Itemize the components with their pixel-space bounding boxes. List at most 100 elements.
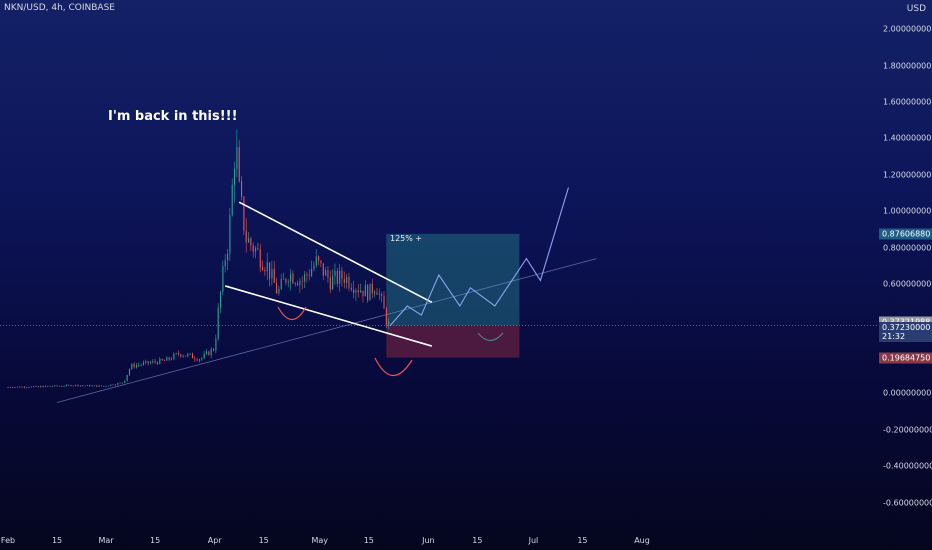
- candle-body: [238, 146, 240, 182]
- candle-body: [51, 386, 53, 388]
- candle-body: [128, 369, 131, 375]
- cup-arc-projection: [477, 332, 504, 341]
- candle-body: [19, 386, 21, 388]
- candle-body: [304, 274, 306, 282]
- candle-body: [205, 351, 208, 354]
- candle-body: [203, 353, 205, 358]
- candle-body: [70, 385, 72, 387]
- stop-price-tag: 0.19684750: [879, 352, 932, 364]
- x-tick-label: Apr: [207, 536, 222, 545]
- x-tick-label: May: [311, 536, 329, 545]
- candle-body: [301, 280, 303, 282]
- candle-body: [40, 386, 42, 388]
- y-tick-label: 1.00000000: [883, 206, 932, 216]
- candle-body: [362, 290, 364, 297]
- y-tick-label: 0.00000000: [883, 388, 932, 398]
- candle-body: [208, 351, 210, 356]
- candle-body: [119, 382, 121, 384]
- candle-body: [346, 277, 348, 283]
- candle-body: [133, 364, 135, 368]
- candle-body: [107, 385, 110, 387]
- candle-body: [117, 383, 119, 385]
- candle-body: [159, 358, 161, 364]
- candle-body: [89, 385, 91, 387]
- last-price-tag: 0.37321988: [879, 316, 932, 328]
- x-tick-label: Jul: [528, 536, 539, 545]
- candle-body: [273, 268, 275, 283]
- y-tick-label: 1.40000000: [883, 133, 932, 143]
- loss-zone: [386, 325, 520, 358]
- candle-body: [110, 384, 112, 386]
- candle-body: [72, 385, 74, 387]
- y-tick-label: 1.60000000: [883, 97, 932, 107]
- candle-body: [142, 362, 145, 365]
- candle-body: [271, 268, 273, 279]
- x-tick-label: 15: [258, 536, 269, 545]
- candle-body: [369, 283, 371, 301]
- candle-body: [217, 307, 219, 339]
- candle-body: [126, 374, 128, 381]
- candle-body: [381, 294, 383, 296]
- candle-body: [84, 385, 86, 387]
- y-tick-label: 1.80000000: [883, 61, 932, 71]
- candle-body: [65, 384, 67, 386]
- x-tick-label: Jun: [422, 536, 435, 545]
- candle-body: [329, 277, 331, 290]
- candle-body: [12, 387, 14, 389]
- candle-body: [91, 385, 93, 387]
- entry-price-value: 0.37230000: [882, 322, 931, 332]
- candle-body: [156, 362, 159, 364]
- candle-body: [357, 290, 359, 293]
- candle-body: [343, 279, 345, 283]
- candle-body: [98, 385, 100, 387]
- candle-body: [173, 353, 175, 360]
- x-tick-label: 15: [51, 536, 63, 545]
- candle-body: [23, 386, 25, 388]
- candle-body: [255, 248, 257, 252]
- candle-body: [79, 385, 81, 387]
- candle-body: [311, 269, 313, 277]
- candle-body: [35, 386, 37, 387]
- support-line: [56, 258, 597, 403]
- candle-body: [49, 386, 51, 387]
- candle-body: [385, 308, 387, 325]
- candle-body: [371, 283, 373, 294]
- candle-body: [93, 385, 96, 387]
- y-tick-label: 0.60000000: [883, 279, 932, 289]
- candle-body: [77, 384, 79, 387]
- cup-arc-right: [374, 357, 413, 377]
- candle-body: [287, 281, 289, 283]
- candle-body: [336, 270, 338, 284]
- candle-body: [147, 361, 149, 364]
- candle-body: [33, 386, 35, 387]
- candle-body: [276, 282, 278, 294]
- candle-body: [313, 265, 315, 270]
- candle-body: [121, 382, 124, 384]
- candle-body: [103, 385, 105, 387]
- candle-body: [297, 283, 299, 286]
- candle-body: [166, 357, 168, 361]
- candle-body: [21, 386, 23, 388]
- candle-body: [250, 238, 252, 246]
- candle-body: [350, 287, 352, 290]
- target-percent-label: 125% +: [390, 234, 423, 243]
- candle-body: [28, 387, 30, 389]
- candle-body: [75, 384, 77, 386]
- candle-body: [112, 384, 114, 386]
- candle-body: [175, 353, 177, 354]
- candle-body: [30, 386, 32, 388]
- y-tick-label: -0.40000000: [883, 461, 932, 471]
- candle-body: [257, 248, 259, 250]
- candle-body: [234, 168, 236, 185]
- candle-body: [294, 283, 296, 285]
- y-tick-label: 1.20000000: [883, 170, 932, 180]
- x-tick-label: 15: [150, 536, 161, 545]
- candle-body: [187, 354, 189, 356]
- wedge-lower-line: [224, 285, 433, 347]
- candle-body: [322, 263, 324, 276]
- candle-body: [378, 294, 380, 295]
- candle-body: [191, 353, 194, 359]
- candle-body: [184, 355, 187, 357]
- candle-body: [124, 380, 126, 383]
